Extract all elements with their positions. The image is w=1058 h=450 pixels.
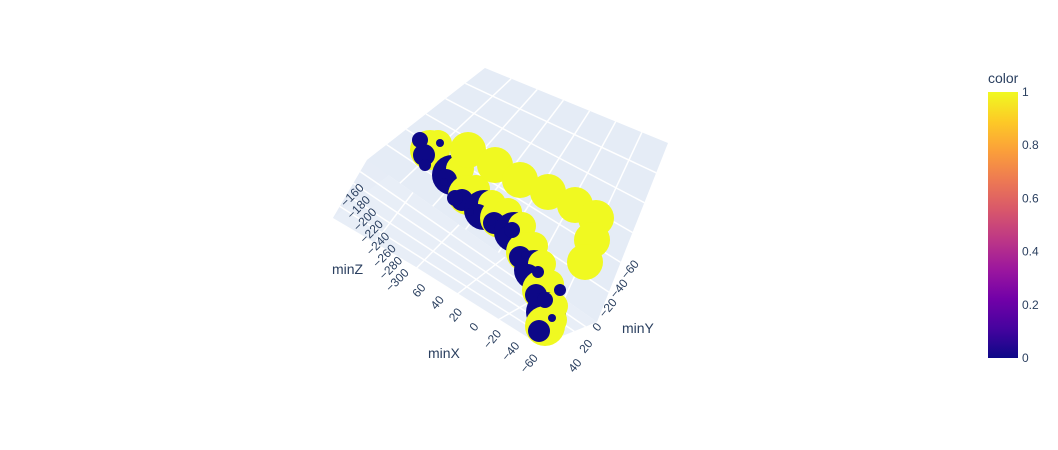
data-point (537, 292, 553, 308)
data-point (413, 144, 435, 166)
data-point (548, 314, 556, 322)
x-tick-label: −20 (480, 327, 504, 352)
grid-line (339, 205, 552, 342)
z-axis-title: minZ (332, 261, 364, 277)
x-tick-label: −40 (499, 339, 523, 364)
colorbar-tick-label: 1 (1022, 85, 1029, 99)
data-point (419, 159, 431, 171)
colorbar-tick-label: 0 (1022, 351, 1029, 365)
colorbar-ticks: 1 0.8 0.6 0.4 0.2 0 (1022, 85, 1039, 365)
grid-line (445, 98, 645, 204)
x-tick-label: 40 (428, 293, 448, 312)
data-point (528, 320, 550, 342)
scatter-points (410, 130, 614, 346)
data-point (502, 162, 538, 198)
grid-line (456, 256, 506, 295)
grid-line (415, 224, 460, 270)
data-point (504, 222, 520, 238)
data-point (447, 190, 463, 206)
data-point (436, 139, 444, 147)
colorbar-tick-label: 0.2 (1022, 298, 1039, 312)
data-point (466, 208, 474, 216)
colorbar-tick-label: 0.6 (1022, 191, 1039, 205)
colorbar-title: color (988, 70, 1019, 86)
data-point (484, 214, 496, 226)
data-point (412, 132, 428, 148)
x-tick-label: −60 (517, 351, 541, 376)
colorbar: color 1 0.8 0.6 0.4 0.2 0 (988, 70, 1039, 365)
data-point (440, 178, 448, 186)
data-point (532, 266, 544, 278)
x-tick-label: 0 (466, 320, 481, 334)
data-point (530, 174, 566, 210)
colorbar-tick-label: 0.4 (1022, 245, 1039, 259)
grid-line (465, 82, 657, 174)
data-point (521, 251, 529, 259)
y-tick-label: 40 (565, 356, 585, 375)
x-axis-title: minX (428, 345, 461, 361)
y-tick-label: 20 (576, 336, 596, 355)
colorbar-gradient (988, 92, 1018, 358)
grid-line (373, 191, 414, 244)
data-point (450, 132, 486, 168)
data-point (554, 284, 566, 296)
x-tick-label: 20 (446, 305, 466, 324)
colorbar-tick-label: 0.8 (1022, 138, 1039, 152)
x-tick-label: 60 (409, 281, 429, 300)
y-axis-title: minY (622, 320, 655, 336)
data-point (567, 244, 603, 280)
